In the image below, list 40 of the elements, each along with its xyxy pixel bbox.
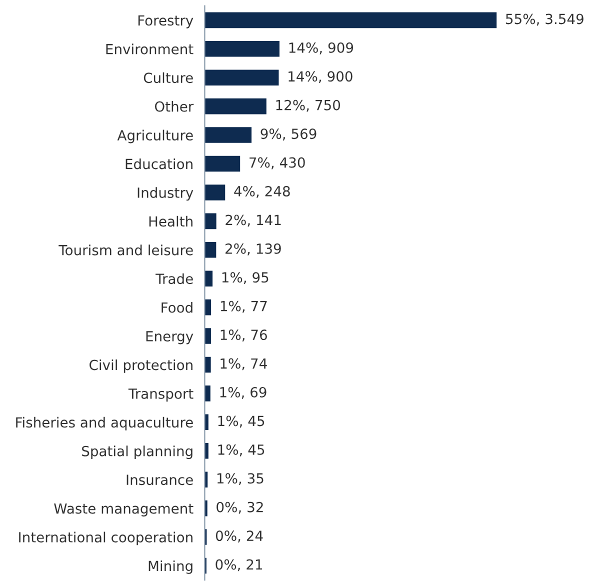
y-tick-label: Insurance: [126, 474, 193, 486]
y-tick-label: Food: [162, 302, 192, 313]
y-tick-label: Education: [126, 158, 192, 170]
data-label: 0%, 21: [216, 559, 262, 572]
data-label: 2%, 139: [226, 243, 281, 256]
y-tick-label: Transport: [128, 388, 194, 402]
data-label: 1%, 45: [218, 444, 264, 456]
y-tick-label: Agriculture: [117, 130, 193, 144]
data-label: 7%, 430: [250, 157, 305, 170]
y-tick-label: Energy: [146, 331, 194, 344]
data-label: 14%, 900: [288, 71, 352, 84]
data-label: 1%, 74: [220, 358, 267, 370]
y-tick-label: Waste management: [54, 503, 194, 516]
y-tick-label: Civil protection: [90, 359, 192, 373]
data-label: 1%, 35: [217, 473, 264, 486]
y-tick-label: Spatial planning: [82, 446, 192, 460]
data-label: 2%, 141: [226, 214, 281, 227]
y-tick-label: Mining: [148, 560, 192, 574]
data-label: 9%, 569: [260, 128, 316, 140]
y-tick-label: Industry: [138, 187, 194, 201]
data-label: 1%, 76: [220, 330, 267, 342]
y-tick-label: Environment: [106, 44, 194, 54]
y-tick-label: Health: [149, 216, 192, 227]
data-label: 1%, 69: [220, 386, 266, 399]
y-tick-label: Tourism and leisure: [58, 244, 193, 256]
data-label: 55%, 3.549: [506, 14, 584, 26]
y-tick-label: Other: [154, 101, 194, 112]
data-label: 0%, 24: [216, 530, 263, 542]
data-label: 1%, 77: [220, 300, 267, 313]
data-label: 0%, 32: [216, 502, 263, 514]
data-label: 4%, 248: [234, 186, 290, 198]
data-label: 12%, 750: [276, 100, 340, 112]
data-label: 14%, 909: [289, 42, 354, 54]
y-tick-label: International cooperation: [19, 532, 192, 546]
y-tick-label: Forestry: [138, 15, 194, 28]
data-label: 1%, 95: [222, 272, 268, 284]
y-tick-label: Trade: [156, 273, 193, 284]
y-tick-label: Fisheries and aquaculture: [16, 416, 193, 430]
y-tick-label: Culture: [144, 72, 193, 84]
data-label: 1%, 45: [218, 416, 264, 428]
